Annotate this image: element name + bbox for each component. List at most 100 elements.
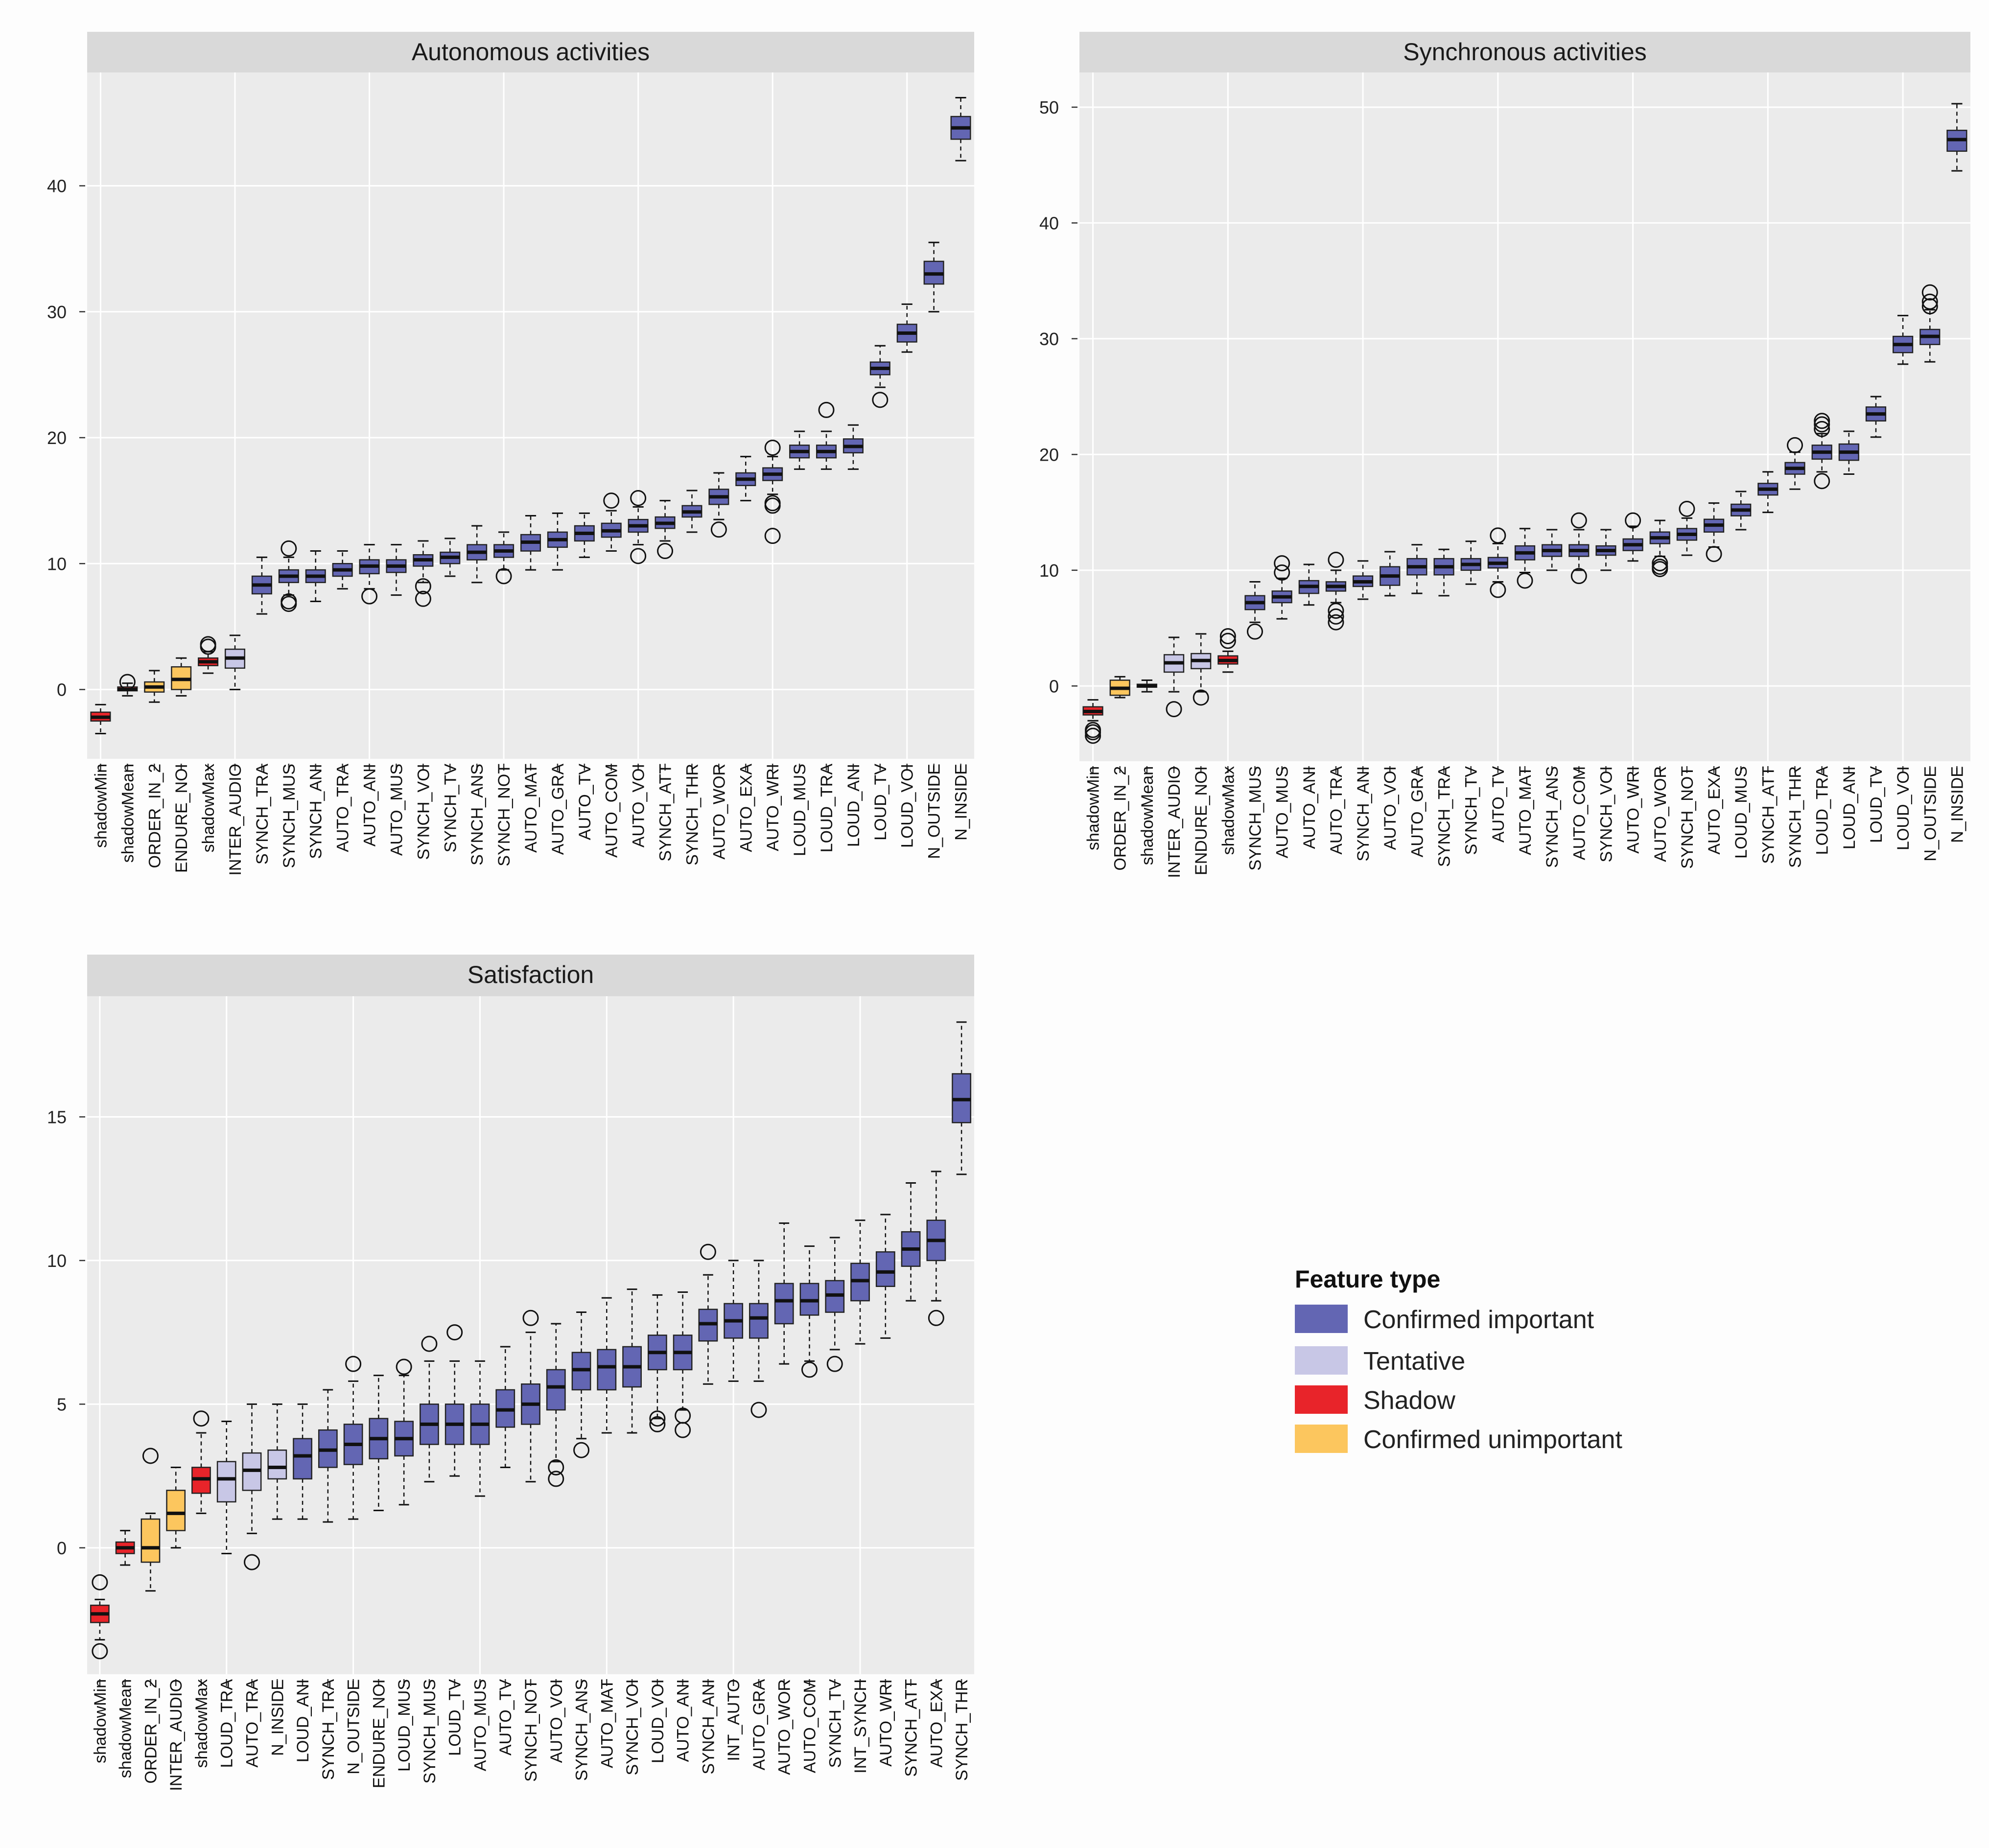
x-tick-label: SYNCH_TRA [1435,766,1454,867]
outlier-point [710,521,727,538]
x-tick-label: SYNCH_NOT [522,1679,540,1782]
iqr-box [293,1438,312,1480]
box-AUTO_GRA [547,512,568,571]
outlier-point [1517,572,1533,589]
box-shadowMean [117,674,138,697]
x-tick-label: AUTO_TRA [334,764,352,852]
x-tick-label: ENDURE_NOI [1192,766,1211,875]
box-AUTO_WOR [1649,519,1670,577]
outlier-point [92,1574,108,1591]
outlier-point [92,1643,108,1660]
box-AUTO_TRA [242,1403,262,1570]
box-N_OUTSIDE [1919,284,1941,363]
legend-swatch-confirmed [1295,1305,1348,1333]
x-tick-label: SYNCH_ANS [1543,766,1562,868]
plot-background [87,72,974,759]
box-AUTO_GRA [749,1260,769,1418]
y-tick-label: 0 [57,680,67,700]
box-SYNCH_ANI [1352,560,1374,600]
box-SYNCH_ATT [655,500,676,560]
box-LOUD_MUS [394,1358,414,1506]
outlier-point [1166,701,1182,718]
box-AUTO_MAT [597,1297,617,1434]
box-SYNCH_ATT [901,1182,921,1302]
outlier-point [193,1410,210,1427]
box-LOUD_VOI [647,1294,667,1432]
box-SYNCH_VOI [1595,529,1616,571]
y-tick-label: 40 [1039,213,1059,233]
box-INTER_AUDIO [1163,636,1185,718]
legend: Feature type Confirmed important Tentati… [1295,1265,1622,1454]
x-tick-label: LOUD_TV [1867,766,1886,843]
x-tick-label: AUTO_TRA [243,1679,262,1768]
box-SYNCH_ANS [1542,529,1563,571]
box-AUTO_VOI [1380,551,1401,597]
x-tick-label: SYNCH_ANI [307,764,326,859]
x-tick-label: LOUD_TRA [218,1679,236,1768]
x-tick-label: LOUD_VOI [649,1679,667,1763]
legend-swatch-shadow [1295,1385,1348,1414]
x-tick-label: N_INSIDE [1948,766,1966,843]
x-tick-label: AUTO_COM [603,764,621,858]
box-INTER_AUDIO [224,634,246,691]
iqr-box [216,1461,236,1503]
outlier-point [345,1356,362,1372]
outlier-point [649,1416,666,1432]
outlier-point [872,392,889,408]
box-LOUD_VOI [896,303,917,353]
outlier-point [1219,628,1236,645]
box-SYNCH_NOT [493,531,515,585]
box-SYNCH_THR [1784,437,1805,490]
x-tick-label: SYNCH_VOI [1597,766,1615,863]
box-N_OUTSIDE [343,1356,363,1520]
box-LOUD_TV [869,345,890,408]
box-AUTO_VOI [546,1323,566,1487]
x-tick-label: shadowMin [1084,766,1103,850]
x-tick-label: N_INSIDE [268,1679,287,1756]
box-SYNCH_ATT [1757,471,1778,514]
outlier-point [750,1402,767,1418]
x-tick-label: LOUD_VOI [898,764,917,848]
outlier-point [1814,416,1830,433]
box-AUTO_EXA [926,1170,946,1326]
x-tick-label: SYNCH_THR [953,1679,971,1781]
x-tick-label: AUTO_WOR [775,1679,794,1775]
x-tick-label: LOUD_TV [871,764,890,841]
x-tick-label: AUTO_GRA [1408,766,1427,858]
box-shadowMax [191,1410,211,1514]
outlier-point [281,596,297,612]
box-AUTO_MAT [520,515,541,571]
outlier-point [1490,582,1506,598]
legend-label-confirmed: Confirmed important [1363,1306,1594,1334]
x-tick-label: shadowMean [1138,766,1157,865]
box-SYNCH_VOI [622,1288,642,1434]
outlier-point [421,1335,438,1352]
box-SYNCH_ANI [698,1243,718,1385]
box-SYNCH_TV [440,538,461,577]
outlier-point [1679,500,1695,517]
outlier-point [1570,512,1587,529]
box-AUTO_TRA [1325,552,1347,631]
box-N_INSIDE [1946,103,1967,172]
x-tick-label: AUTO_MUS [387,764,406,856]
box-SYNCH_TV [825,1237,845,1372]
outlier-point [603,492,620,509]
outlier-point [1921,293,1938,310]
iqr-box [749,1303,769,1339]
iqr-box [267,1449,287,1480]
x-tick-label: SYNCH_ATT [656,764,675,862]
x-tick-label: AUTO_TV [496,1679,515,1756]
outlier-point [826,1356,843,1372]
outlier-point [1652,561,1668,577]
box-ENDURE_NOI [1191,633,1212,706]
outlier-point [675,1422,691,1438]
box-AUTO_COM [1568,512,1590,585]
plot-background [87,996,974,1674]
outlier-point [1652,555,1668,572]
y-tick-label: 10 [1039,561,1059,581]
x-tick-label: AUTO_GRA [549,764,567,855]
box-SYNCH_TRA [251,556,272,615]
box-SYNCH_MUS [1244,581,1265,640]
y-tick-label: 30 [47,302,67,322]
plot-background [1079,72,1970,761]
